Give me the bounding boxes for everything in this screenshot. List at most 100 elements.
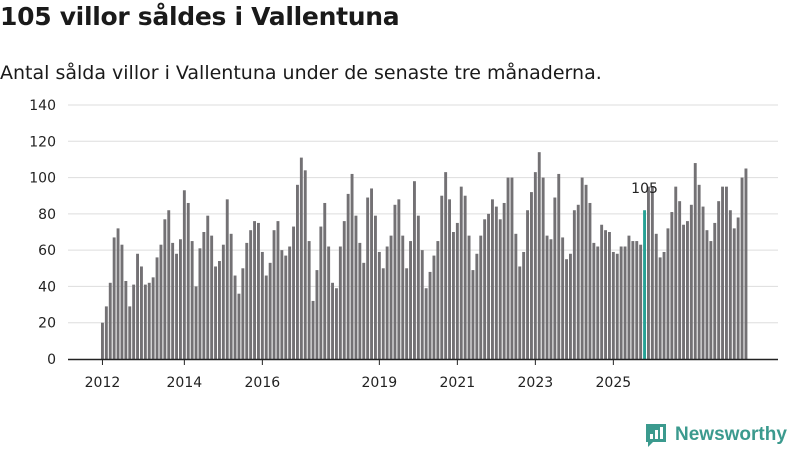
bar — [510, 177, 514, 359]
bar — [728, 210, 732, 359]
bar — [588, 202, 592, 359]
y-tick-label: 140 — [29, 98, 56, 114]
bar — [245, 242, 249, 359]
bar — [128, 306, 132, 359]
x-axis-ticks: 2012 2014 2016 2019 2021 2023 2025 — [85, 359, 632, 391]
bar — [338, 246, 342, 359]
bar — [721, 186, 724, 359]
bar — [553, 197, 557, 359]
bar — [732, 228, 736, 359]
bar — [132, 284, 136, 359]
bar — [311, 300, 315, 359]
bar — [736, 217, 740, 359]
bar — [619, 246, 623, 359]
bar — [592, 242, 596, 359]
brand-logo[interactable]: Newsworthy — [644, 420, 787, 450]
bar — [323, 202, 327, 359]
bar — [413, 181, 416, 359]
bar — [705, 230, 709, 359]
bar — [428, 271, 432, 359]
x-tick-label: 2025 — [596, 375, 632, 391]
bar — [604, 230, 607, 359]
bar — [120, 244, 124, 359]
bar — [670, 212, 674, 359]
bar — [627, 235, 631, 359]
bar — [506, 177, 510, 359]
bar — [237, 293, 241, 359]
bar — [416, 215, 420, 359]
bar — [342, 221, 346, 359]
bar — [717, 201, 721, 359]
bar — [381, 268, 385, 359]
bar — [635, 241, 639, 359]
bar — [600, 224, 604, 359]
bar — [112, 237, 116, 359]
bar — [225, 199, 229, 359]
bar — [233, 275, 237, 359]
bar — [104, 306, 108, 359]
bar — [409, 241, 412, 359]
bar — [483, 219, 487, 359]
bar — [374, 215, 377, 359]
bar — [315, 270, 319, 359]
bar — [549, 239, 553, 359]
bar — [182, 190, 186, 359]
bar — [537, 152, 541, 359]
bar — [654, 233, 658, 359]
bar — [713, 222, 717, 359]
bar — [491, 199, 494, 359]
bar — [686, 221, 689, 359]
bar — [615, 253, 619, 359]
bar — [455, 222, 459, 359]
bar — [518, 266, 522, 359]
bar — [206, 215, 210, 359]
y-tick-label: 40 — [38, 279, 56, 295]
bar — [533, 172, 537, 359]
bar — [108, 282, 112, 359]
bar — [257, 222, 260, 359]
bar — [436, 241, 440, 359]
bar — [151, 277, 155, 359]
bar — [288, 246, 292, 359]
bar — [498, 219, 502, 359]
bar — [362, 262, 366, 359]
bar — [744, 168, 748, 359]
bar — [662, 251, 666, 359]
newsworthy-chart-icon — [644, 422, 668, 448]
bar — [557, 173, 561, 359]
bar — [116, 228, 120, 359]
bar — [678, 201, 682, 359]
bar — [572, 210, 576, 359]
bar — [584, 184, 588, 359]
bar — [190, 241, 194, 359]
bar — [397, 199, 401, 359]
bar — [366, 197, 370, 359]
bar — [179, 239, 182, 359]
bar — [229, 233, 233, 359]
x-tick-label: 2016 — [245, 375, 281, 391]
bar — [405, 268, 409, 359]
bar — [303, 170, 307, 359]
bar — [101, 322, 104, 359]
bar — [296, 184, 299, 359]
bar — [272, 230, 276, 359]
bar — [249, 230, 253, 359]
bar — [463, 195, 467, 359]
bar — [440, 195, 444, 359]
bar — [327, 246, 331, 359]
bar — [639, 244, 643, 359]
bar — [389, 235, 393, 359]
y-tick-label: 120 — [29, 134, 56, 150]
bar — [502, 202, 506, 359]
page-subtitle: Antal sålda villor i Vallentuna under de… — [0, 62, 602, 84]
bar — [358, 242, 362, 359]
bar — [611, 251, 615, 359]
y-axis-ticks: 0 20 40 60 80 100 120 140 — [29, 98, 56, 368]
bar — [682, 224, 685, 359]
highlight-value-label: 105 — [631, 181, 658, 197]
bar — [569, 253, 572, 359]
bar — [385, 246, 389, 359]
bar — [475, 253, 479, 359]
bar — [522, 251, 526, 359]
bar — [647, 186, 650, 359]
